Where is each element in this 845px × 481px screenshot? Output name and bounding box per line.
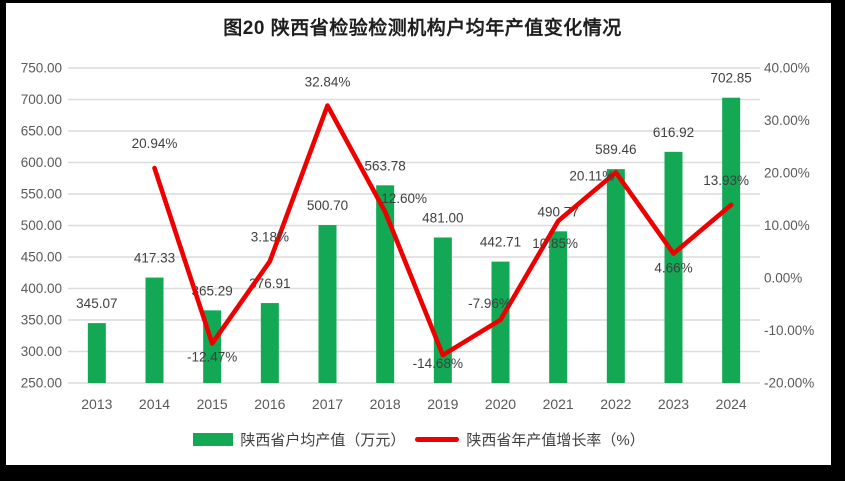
line-value-label: 32.84% <box>305 75 351 90</box>
chart-legend: 陕西省户均产值（万元） 陕西省年产值增长率（%） <box>0 429 838 450</box>
bar-value-label: 702.85 <box>711 71 752 86</box>
bar-value-label: 365.29 <box>192 283 233 298</box>
x-axis-labels: 2013 2014 2015 2016 2017 2018 2019 2020 2021 2022… <box>81 396 747 412</box>
left-axis-tick: 400.00 <box>21 281 62 296</box>
x-axis-tick: 2021 <box>543 396 574 412</box>
bar-value-label: 345.07 <box>76 296 117 311</box>
bar-series-swatch <box>193 433 234 446</box>
bar-series <box>87 97 741 383</box>
left-axis-tick: 250.00 <box>21 376 62 391</box>
line-value-label: -14.68% <box>413 356 463 371</box>
bar <box>549 231 568 383</box>
line-value-label: 20.94% <box>132 136 178 151</box>
line-value-label: 12.60% <box>381 191 427 206</box>
x-axis-tick: 2019 <box>427 396 458 412</box>
line-value-label: 20.11% <box>569 168 614 183</box>
right-axis-tick: 30.00% <box>764 113 810 128</box>
right-axis-tick: -20.00% <box>764 376 814 391</box>
x-axis-tick: 2013 <box>81 396 112 412</box>
chart-title: 图20 陕西省检验检测机构户均年产值变化情况 <box>223 18 622 39</box>
line-value-labels: 20.94% -12.47% 3.18% 32.84% 12.60% -14.68% -7.… <box>132 75 749 371</box>
line-value-label: -12.47% <box>187 349 237 364</box>
gridlines <box>68 67 760 384</box>
right-axis-tick: 10.00% <box>764 218 810 233</box>
left-axis-tick: 300.00 <box>21 344 62 359</box>
legend-item-line-series: 陕西省年产值增长率（%） <box>415 429 645 450</box>
x-axis-tick: 2024 <box>716 396 747 412</box>
growth-rate-line <box>152 103 734 358</box>
x-axis-tick: 2022 <box>600 396 631 412</box>
bar <box>87 323 106 383</box>
bar <box>318 225 337 383</box>
line-value-label: 13.93% <box>703 173 749 188</box>
line-value-label: 4.66% <box>654 261 692 276</box>
bar-value-label: 490.77 <box>538 204 579 219</box>
bar <box>145 277 164 383</box>
legend-item-bar-series: 陕西省户均产值（万元） <box>193 429 405 450</box>
axis-tick-labels: 750.00 700.00 650.00 600.00 550.00 500.00 450.… <box>21 61 815 391</box>
left-axis-tick: 500.00 <box>21 218 62 233</box>
bar <box>664 151 683 383</box>
x-axis-tick: 2018 <box>370 396 401 412</box>
left-axis-tick: 750.00 <box>21 61 62 76</box>
bar <box>376 185 395 383</box>
x-axis-tick: 2017 <box>312 396 343 412</box>
bar <box>606 169 625 383</box>
bar <box>260 303 279 383</box>
left-axis-tick: 450.00 <box>21 250 62 265</box>
right-axis-tick: 40.00% <box>764 61 810 76</box>
bar <box>722 97 741 383</box>
line-value-label: -7.96% <box>468 296 511 311</box>
line-value-label: 3.18% <box>251 229 289 244</box>
x-axis-tick: 2023 <box>658 396 689 412</box>
left-axis-tick: 700.00 <box>21 92 62 107</box>
right-axis-tick: 0.00% <box>764 271 802 286</box>
line-series-label: 陕西省年产值增长率（%） <box>466 432 645 449</box>
left-axis-tick: 600.00 <box>21 155 62 170</box>
bar-value-label: 442.71 <box>480 235 521 250</box>
left-axis-tick: 550.00 <box>21 187 62 202</box>
line-value-label: 10.85% <box>532 236 578 251</box>
right-axis-tick: 20.00% <box>764 166 810 181</box>
x-axis-tick: 2016 <box>254 396 285 412</box>
bar-value-label: 417.33 <box>134 251 175 266</box>
bar-series-label: 陕西省户均产值（万元） <box>240 432 406 449</box>
x-axis-tick: 2015 <box>197 396 228 412</box>
bar-value-label: 589.46 <box>595 142 636 157</box>
bar-value-label: 563.78 <box>365 158 406 173</box>
x-axis-tick: 2014 <box>139 396 170 412</box>
left-axis-tick: 350.00 <box>21 313 62 328</box>
bar-value-label: 481.00 <box>422 210 463 225</box>
left-axis-tick: 650.00 <box>21 124 62 139</box>
right-axis-tick: -10.00% <box>764 323 814 338</box>
bar-value-label: 500.70 <box>307 198 348 213</box>
bar-value-label: 616.92 <box>653 125 694 140</box>
line-series-swatch <box>415 437 460 442</box>
x-axis-tick: 2020 <box>485 396 516 412</box>
